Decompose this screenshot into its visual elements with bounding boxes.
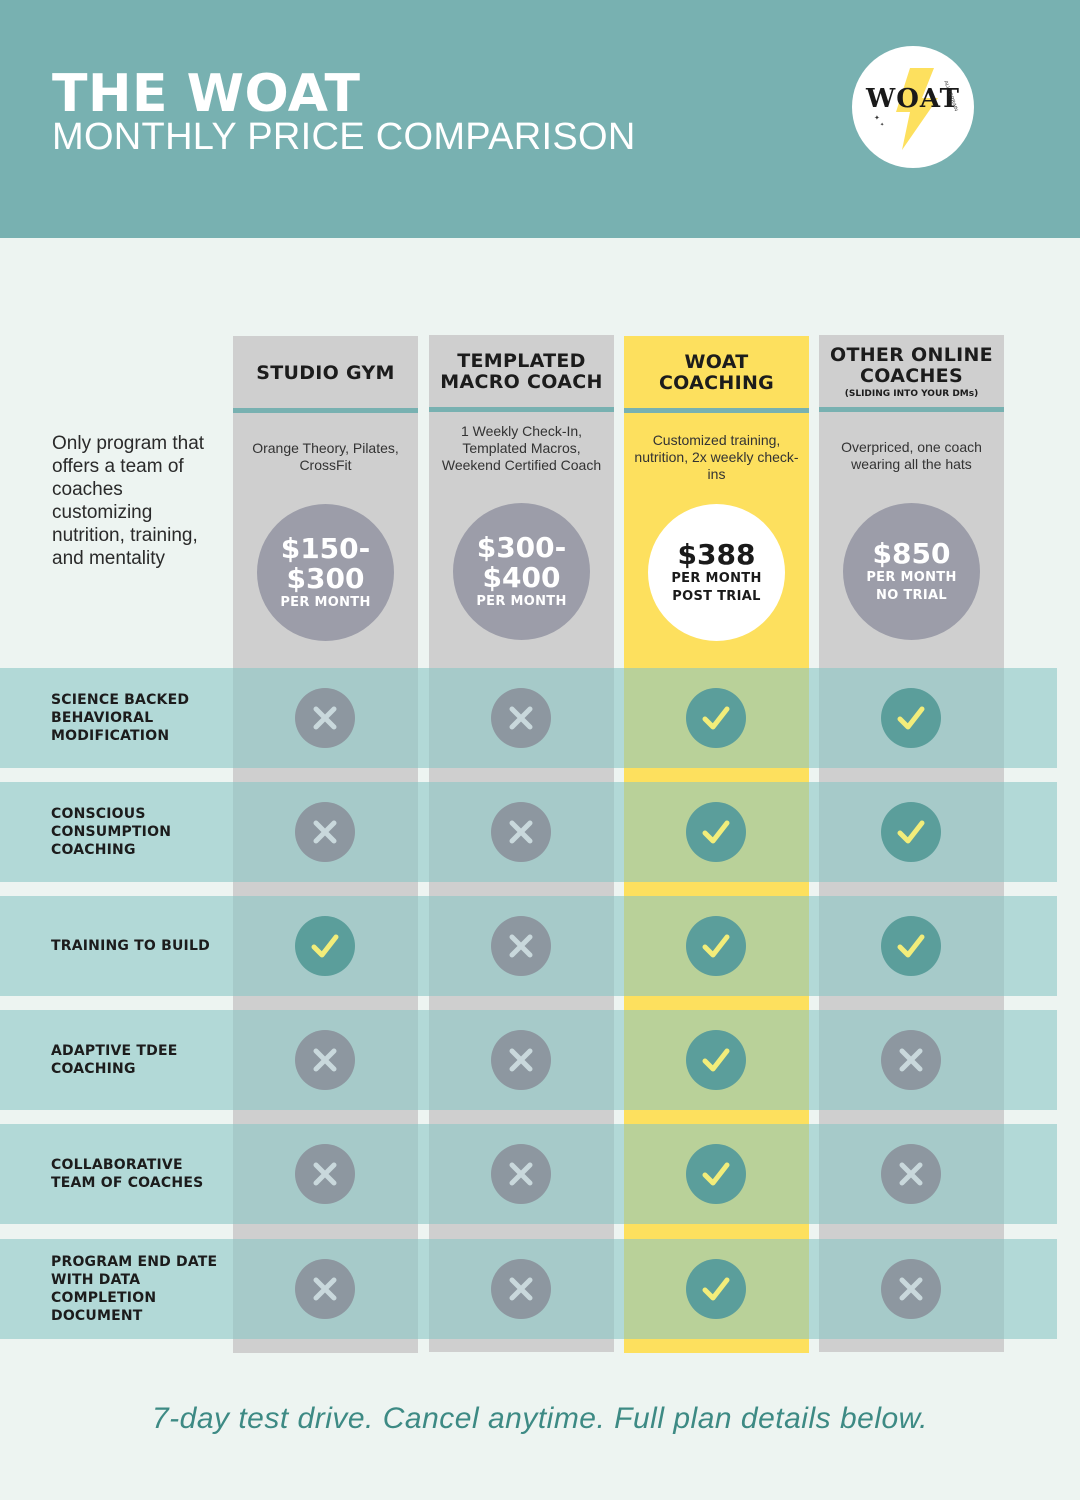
- svg-text:✦: ✦: [874, 114, 880, 122]
- price-amount: $850: [872, 536, 951, 570]
- feature-label: PROGRAM END DATE WITH DATA COMPLETION DO…: [51, 1254, 218, 1324]
- check-icon: [881, 916, 941, 976]
- feature-label: CONSCIOUS CONSUMPTION COACHING: [51, 806, 172, 858]
- svg-text:✦: ✦: [880, 122, 884, 128]
- feature-row: CONSCIOUS CONSUMPTION COACHING: [0, 782, 1057, 882]
- column-header: TEMPLATED MACRO COACH: [429, 335, 614, 409]
- feature-row: SCIENCE BACKED BEHAVIORAL MODIFICATION: [0, 668, 1057, 768]
- page-title: THE WOAT: [52, 64, 361, 124]
- x-icon: [295, 1144, 355, 1204]
- x-icon: [491, 1259, 551, 1319]
- price-period: PER MONTH: [280, 594, 371, 610]
- column-header: WOAT COACHING: [624, 336, 809, 410]
- column-name-line2: COACHING: [658, 372, 775, 394]
- check-icon: [686, 1259, 746, 1319]
- price-badge: $150- $300 PER MONTH: [257, 504, 394, 641]
- price-badge: $300- $400 PER MONTH: [453, 503, 590, 640]
- price-amount: $388: [677, 537, 756, 571]
- column-description: Orange Theory, Pilates, CrossFit: [252, 440, 399, 473]
- check-icon: [881, 802, 941, 862]
- x-icon: [491, 688, 551, 748]
- price-condition: POST TRIAL: [672, 588, 761, 604]
- x-icon: [295, 1259, 355, 1319]
- check-icon: [686, 1030, 746, 1090]
- page-subtitle: MONTHLY PRICE COMPARISON: [52, 116, 636, 158]
- intro-text: Only program that offers a team of coach…: [52, 433, 205, 569]
- price-badge: $388 PER MONTH POST TRIAL: [648, 504, 785, 641]
- check-icon: [295, 916, 355, 976]
- price-period: PER MONTH: [476, 593, 567, 609]
- woat-logo: ✦ ✦ WOAT ALL TERRAIN: [852, 46, 974, 168]
- column-divider: [819, 407, 1004, 412]
- x-icon: [295, 1030, 355, 1090]
- column-name-line2: COACHES: [860, 365, 963, 387]
- feature-label: COLLABORATIVE TEAM OF COACHES: [51, 1157, 204, 1191]
- check-icon: [686, 688, 746, 748]
- price-amount: $150- $300: [280, 531, 371, 595]
- price-period: PER MONTH: [866, 569, 957, 585]
- check-icon: [686, 1144, 746, 1204]
- check-icon: [686, 916, 746, 976]
- feature-label: ADAPTIVE TDEE COACHING: [51, 1043, 178, 1077]
- price-badge: $850 PER MONTH NO TRIAL: [843, 503, 980, 640]
- footer-tagline: 7-day test drive. Cancel anytime. Full p…: [151, 1402, 929, 1435]
- column-divider: [429, 407, 614, 412]
- column-name-line2: MACRO COACH: [440, 371, 603, 393]
- x-icon: [881, 1144, 941, 1204]
- column-name-line1: WOAT: [684, 351, 749, 373]
- column-divider: [233, 408, 418, 413]
- x-icon: [295, 802, 355, 862]
- column-description: 1 Weekly Check-In, Templated Macros, Wee…: [441, 423, 602, 473]
- x-icon: [491, 916, 551, 976]
- column-name-line1: STUDIO GYM: [256, 361, 395, 384]
- column-divider: [624, 408, 809, 413]
- column-name-line1: OTHER ONLINE: [830, 344, 993, 366]
- x-icon: [491, 1030, 551, 1090]
- feature-row: PROGRAM END DATE WITH DATA COMPLETION DO…: [0, 1239, 1057, 1339]
- column-description: Customized training, nutrition, 2x weekl…: [634, 432, 799, 482]
- price-period: PER MONTH: [671, 570, 762, 586]
- x-icon: [881, 1259, 941, 1319]
- header-banner: THE WOAT MONTHLY PRICE COMPARISON ✦ ✦ WO…: [0, 0, 1080, 238]
- price-condition: NO TRIAL: [876, 587, 947, 603]
- feature-row: TRAINING TO BUILD: [0, 896, 1057, 996]
- price-amount: $300- $400: [476, 530, 567, 594]
- column-name-line1: TEMPLATED: [457, 350, 586, 372]
- feature-row: ADAPTIVE TDEE COACHING: [0, 1010, 1057, 1110]
- feature-label: TRAINING TO BUILD: [51, 938, 210, 954]
- column-header: OTHER ONLINE COACHES (SLIDING INTO YOUR DM…: [819, 335, 1004, 409]
- lightning-bolt-icon: ✦ ✦: [874, 68, 938, 150]
- column-description: Overpriced, one coach wearing all the ha…: [841, 439, 982, 472]
- check-icon: [686, 802, 746, 862]
- feature-row: COLLABORATIVE TEAM OF COACHES: [0, 1124, 1057, 1224]
- x-icon: [295, 688, 355, 748]
- x-icon: [881, 1030, 941, 1090]
- x-icon: [491, 1144, 551, 1204]
- feature-label: SCIENCE BACKED BEHAVIORAL MODIFICATION: [51, 692, 190, 744]
- x-icon: [491, 802, 551, 862]
- column-header: STUDIO GYM: [233, 336, 418, 410]
- check-icon: [881, 688, 941, 748]
- logo-wordmark: WOAT: [866, 84, 960, 114]
- column-note: (SLIDING INTO YOUR DMs): [844, 389, 979, 399]
